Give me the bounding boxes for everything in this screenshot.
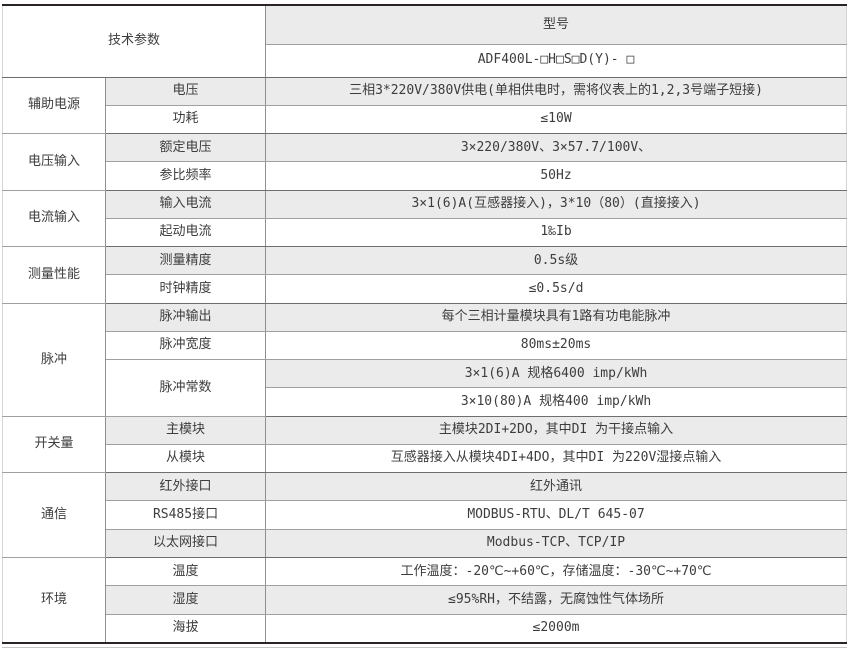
spec-table: 技术参数 型号 ADF400L-□H□S□D(Y)- □ 辅助电源 电压 三相3*2… <box>2 4 847 644</box>
table-row: 湿度 ≤95%RH，不结露，无腐蚀性气体场所 <box>3 585 847 615</box>
header-model-value: ADF400L-□H□S□D(Y)- □ <box>265 44 847 78</box>
value-cell: 50Hz <box>265 161 847 191</box>
value-cell: 3×1(6)A(互感器接入)，3*10（80）(直接接入) <box>265 190 847 219</box>
table-row: 电流输入 输入电流 3×1(6)A(互感器接入)，3*10（80）(直接接入) <box>2 190 847 248</box>
param-cell: RS485接口 <box>105 500 267 530</box>
param-cell: 从模块 <box>105 444 267 474</box>
value-cell: Modbus-TCP、TCP/IP <box>265 529 847 559</box>
bottom-rule <box>2 647 847 648</box>
header-left-title: 技术参数 <box>2 5 267 78</box>
param-cell: 功耗 <box>105 105 267 135</box>
value-cell: 每个三相计量模块具有1路有功电能脉冲 <box>265 303 847 332</box>
group-cell-1: 电压输入 <box>2 133 106 191</box>
param-cell: 以太网接口 <box>105 529 267 559</box>
value-cell: 0.5s级 <box>265 246 847 276</box>
value-cell: 3×1(6)A 规格6400 imp/kWh <box>265 359 847 389</box>
param-cell: 红外接口 <box>105 472 267 502</box>
value-cell: 主模块2DI+2DO，其中DI 为干接点输入 <box>265 416 847 445</box>
group-cell-6: 通信 <box>2 472 106 559</box>
value-cell: MODBUS-RTU、DL/T 645-07 <box>265 500 847 530</box>
table-row: 通信 红外接口 红外通讯 <box>2 472 847 559</box>
group-cell-2: 电流输入 <box>2 190 106 248</box>
table-row: 参比频率 50Hz <box>3 161 847 191</box>
table-row: 时钟精度 ≤0.5s/d <box>3 274 847 304</box>
group-cell-7: 环境 <box>2 557 106 644</box>
group-cell-0: 辅助电源 <box>2 77 106 135</box>
table-row: 环境 温度 工作温度：-20℃~+60℃，存储温度：-30℃~+70℃ <box>2 557 847 644</box>
table-row: RS485接口 MODBUS-RTU、DL/T 645-07 <box>3 500 847 530</box>
table-row: 脉冲常数 3×1(6)A 规格6400 imp/kWh <box>3 359 847 417</box>
param-cell: 输入电流 <box>105 190 267 219</box>
table-row: 测量性能 测量精度 0.5s级 <box>2 246 847 304</box>
table-row: 电压输入 额定电压 3×220/380V、3×57.7/100V、 <box>2 133 847 191</box>
param-cell: 海拔 <box>105 614 267 644</box>
group-cell-3: 测量性能 <box>2 246 106 304</box>
param-cell: 温度 <box>105 557 267 587</box>
param-cell: 电压 <box>105 77 267 106</box>
value-cell: ≤2000m <box>265 614 847 644</box>
table-row: 辅助电源 电压 三相3*220V/380V供电(单相供电时，需将仪表上的1,2,3号… <box>2 77 847 135</box>
value-cell: 红外通讯 <box>265 472 847 502</box>
table-row: 以太网接口 Modbus-TCP、TCP/IP <box>3 529 847 559</box>
value-cell: 3×220/380V、3×57.7/100V、 <box>265 133 847 163</box>
value-cell: 工作温度：-20℃~+60℃，存储温度：-30℃~+70℃ <box>265 557 847 587</box>
table-row: 3×10(80)A 规格400 imp/kWh <box>3 387 847 417</box>
value-cell: 3×10(80)A 规格400 imp/kWh <box>265 387 847 417</box>
param-cell: 脉冲宽度 <box>105 331 267 361</box>
value-cell: 1‰Ib <box>265 218 847 248</box>
table-row: 功耗 ≤10W <box>3 105 847 135</box>
table-row: 开关量 主模块 主模块2DI+2DO，其中DI 为干接点输入 <box>2 416 847 474</box>
table-row: 起动电流 1‰Ib <box>3 218 847 248</box>
param-cell: 主模块 <box>105 416 267 445</box>
param-cell: 湿度 <box>105 585 267 615</box>
param-cell: 脉冲输出 <box>105 303 267 332</box>
group-cell-5: 开关量 <box>2 416 106 474</box>
header-model-label: 型号 <box>265 5 847 45</box>
group-cell-4: 脉冲 <box>2 303 106 417</box>
table-row: 从模块 互感器接入从模块4DI+4DO，其中DI 为220V湿接点输入 <box>3 444 847 474</box>
param-cell: 参比频率 <box>105 161 267 191</box>
value-cell: 互感器接入从模块4DI+4DO，其中DI 为220V湿接点输入 <box>265 444 847 474</box>
value-cell: ≤95%RH，不结露，无腐蚀性气体场所 <box>265 585 847 615</box>
value-cell: ≤0.5s/d <box>265 274 847 304</box>
param-cell: 时钟精度 <box>105 274 267 304</box>
table-row: 脉冲 脉冲输出 每个三相计量模块具有1路有功电能脉冲 <box>2 303 847 417</box>
value-cell: ≤10W <box>265 105 847 135</box>
param-cell: 测量精度 <box>105 246 267 276</box>
param-cell: 额定电压 <box>105 133 267 163</box>
table-row: 海拔 ≤2000m <box>3 614 847 644</box>
table-row: 脉冲宽度 80ms±20ms <box>3 331 847 361</box>
param-cell: 脉冲常数 <box>105 359 267 417</box>
value-cell: 三相3*220V/380V供电(单相供电时，需将仪表上的1,2,3号端子短接) <box>265 77 847 106</box>
value-cell: 80ms±20ms <box>265 331 847 361</box>
spec-table-body: 技术参数 型号 ADF400L-□H□S□D(Y)- □ 辅助电源 电压 三相3*2… <box>2 5 847 644</box>
param-cell: 起动电流 <box>105 218 267 248</box>
